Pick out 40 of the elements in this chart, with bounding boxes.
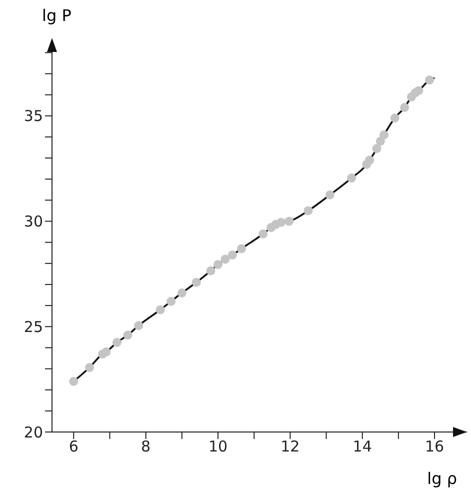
x-tick-label: 10 bbox=[208, 438, 228, 456]
point bbox=[372, 144, 382, 154]
point bbox=[365, 156, 374, 165]
point bbox=[166, 296, 176, 306]
point bbox=[236, 244, 246, 254]
point bbox=[400, 102, 410, 112]
point bbox=[177, 288, 186, 298]
point bbox=[220, 254, 230, 264]
point bbox=[123, 330, 132, 340]
x-axis-title: lg ρ bbox=[427, 469, 457, 488]
x-tick-label: 12 bbox=[280, 438, 300, 456]
y-tick-label: 20 bbox=[24, 423, 43, 442]
point bbox=[390, 113, 400, 122]
point bbox=[424, 76, 434, 85]
point bbox=[276, 218, 286, 227]
x-tick-label: 6 bbox=[68, 438, 78, 456]
point bbox=[192, 278, 201, 287]
point bbox=[304, 206, 313, 216]
y-tick-label: 25 bbox=[24, 318, 43, 336]
point bbox=[379, 130, 389, 140]
y-axis-title: lg P bbox=[42, 6, 72, 25]
point bbox=[414, 86, 424, 96]
point bbox=[284, 216, 294, 226]
y-tick-label: 30 bbox=[24, 212, 43, 231]
point bbox=[69, 376, 78, 386]
y-tick-label: 35 bbox=[24, 107, 43, 126]
point bbox=[102, 347, 111, 356]
point bbox=[206, 266, 216, 276]
x-tick-label: 16 bbox=[424, 438, 444, 456]
point bbox=[213, 260, 223, 269]
point bbox=[134, 321, 144, 330]
point bbox=[258, 229, 268, 238]
point bbox=[85, 363, 94, 372]
x-tick-label: 8 bbox=[141, 438, 151, 456]
point bbox=[347, 174, 356, 183]
x-tick-label: 14 bbox=[352, 438, 372, 456]
point bbox=[112, 338, 122, 347]
point bbox=[228, 250, 237, 260]
point bbox=[156, 305, 165, 314]
point bbox=[325, 190, 334, 200]
